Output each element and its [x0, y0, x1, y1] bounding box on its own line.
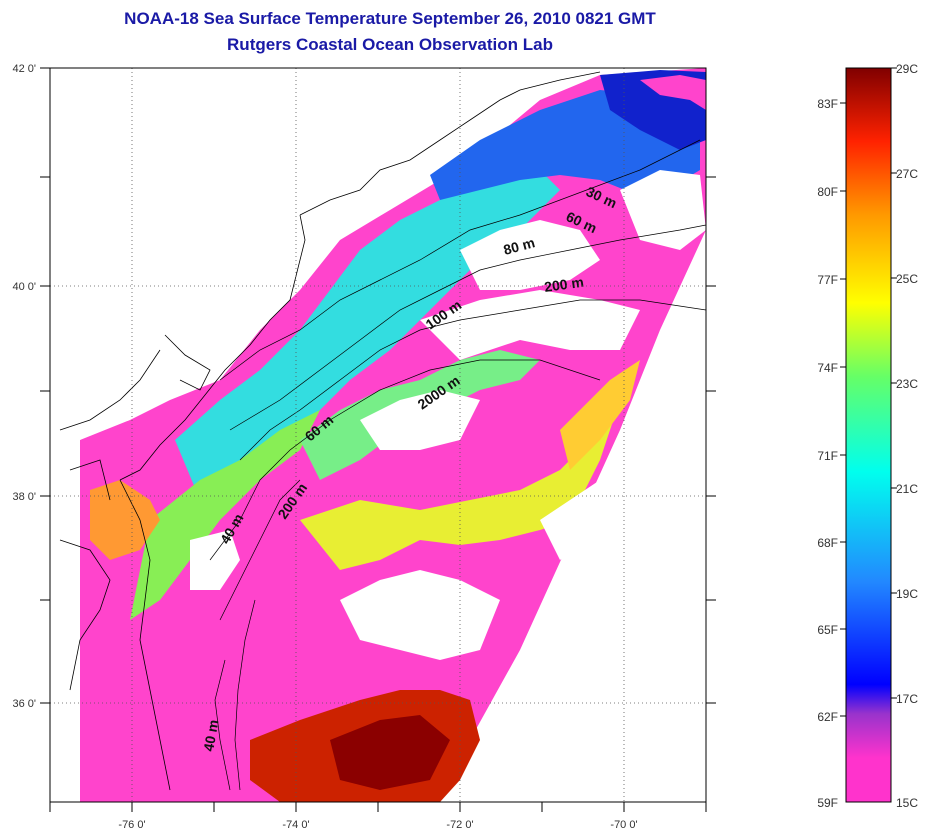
colorbar-label-59f: 59F [817, 796, 838, 810]
lon-label-70w: -70 0' [610, 819, 637, 831]
gulf-stream-hot-core [330, 715, 450, 790]
colorbar-label-83f: 83F [817, 97, 838, 111]
chesapeake-warm [90, 480, 160, 560]
colorbar-label-23c: 23C [896, 377, 918, 391]
colorbar-label-80f: 80F [817, 185, 838, 199]
lat-label-36n: 36 0' [12, 698, 36, 710]
colorbar-label-21c: 21C [896, 482, 918, 496]
map-title: NOAA-18 Sea Surface Temperature Septembe… [124, 9, 656, 28]
nearshore-pink [640, 75, 706, 110]
lon-label-74w: -74 0' [282, 819, 309, 831]
coastline [59, 71, 601, 791]
land-area [50, 68, 460, 450]
colorbar-label-15c: 15C [896, 796, 918, 810]
sst-map-panel: 30 m 60 m 80 m 200 m 100 m 2000 m 60 m 2… [50, 68, 706, 802]
colorbar-label-65f: 65F [817, 623, 838, 637]
graticule [50, 68, 706, 802]
colorbar-label-17c: 17C [896, 692, 918, 706]
map-subtitle: Rutgers Coastal Ocean Observation Lab [227, 35, 553, 54]
isobath-label-40m-south: 40 m [200, 718, 221, 752]
colorbar-label-25c: 25C [896, 272, 918, 286]
lon-label-72w: -72 0' [446, 819, 473, 831]
yellow-band [300, 400, 620, 570]
colorbar-label-71f: 71F [817, 449, 838, 463]
colorbar-label-19c: 19C [896, 587, 918, 601]
colorbar-label-29c: 29C [896, 62, 918, 76]
colorbar-label-27c: 27C [896, 167, 918, 181]
colorbar-label-74f: 74F [817, 361, 838, 375]
colorbar-gradient [845, 67, 892, 803]
axis-ticks [40, 67, 716, 812]
isobath-label-200m: 200 m [543, 274, 585, 295]
colorbar-label-62f: 62F [817, 710, 838, 724]
green-band [130, 410, 320, 620]
orange-band [560, 360, 640, 470]
lon-label-76w: -76 0' [118, 819, 145, 831]
temperature-colorbar: 83F 80F 77F 74F 71F 68F 65F 62F 59F 29C … [817, 62, 918, 810]
isobath-label-80m: 80 m [502, 234, 537, 258]
lat-label-40n: 40 0' [12, 281, 36, 293]
lat-label-38n: 38 0' [12, 491, 36, 503]
lat-label-42n: 42 0' [12, 63, 36, 75]
colorbar-label-77f: 77F [817, 273, 838, 287]
cool-shelf-water [175, 160, 560, 500]
colorbar-label-68f: 68F [817, 536, 838, 550]
